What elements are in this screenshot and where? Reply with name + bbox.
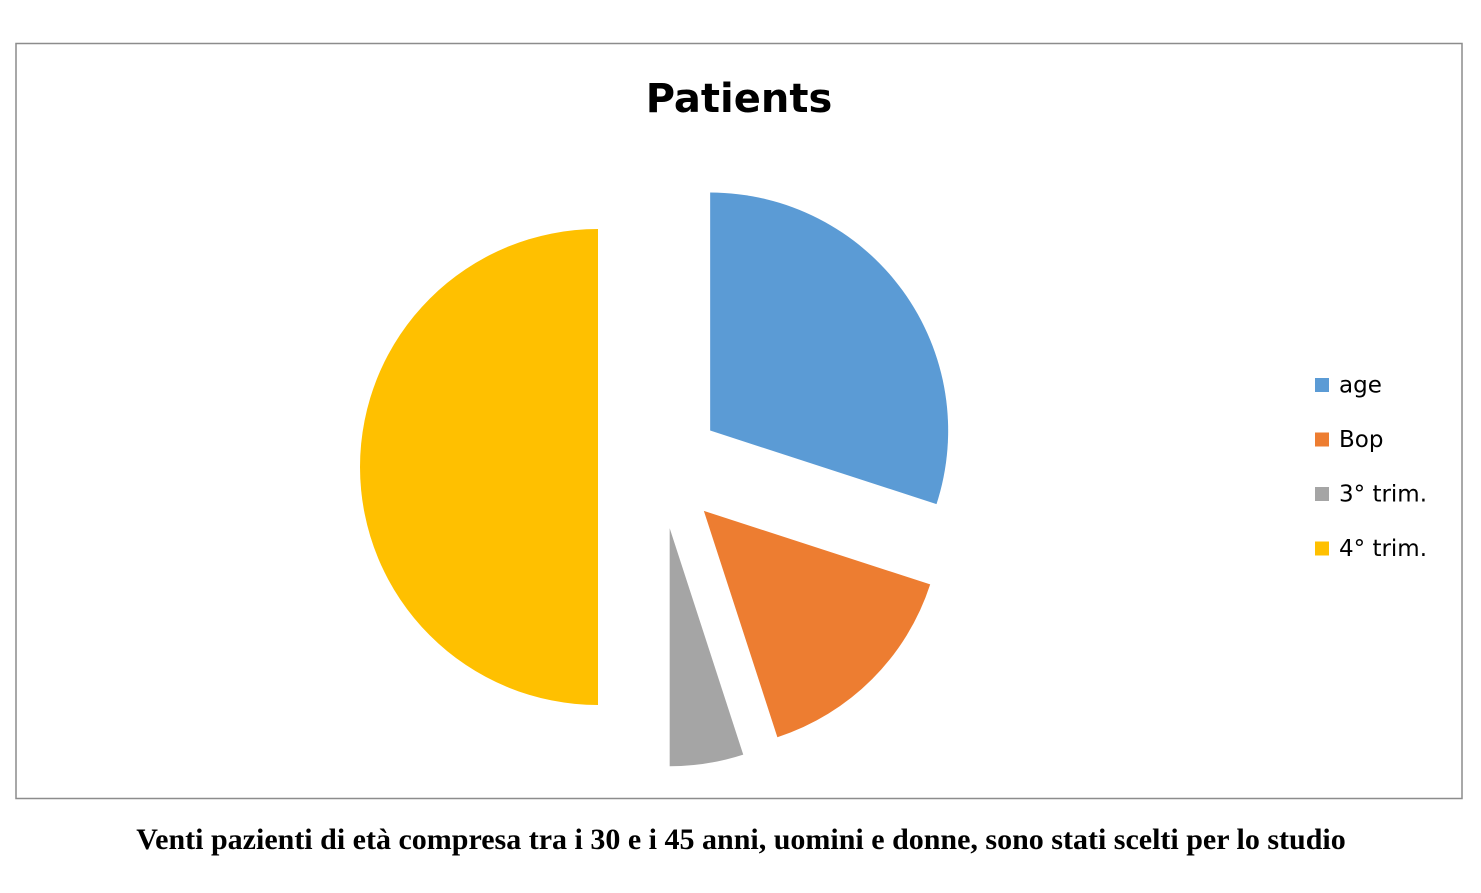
legend-swatch <box>1315 432 1329 447</box>
legend-swatch <box>1315 378 1329 392</box>
pie-slice <box>703 510 931 738</box>
legend-swatch <box>1315 487 1329 501</box>
pie-slice <box>710 192 949 505</box>
pie-slice <box>669 528 744 767</box>
pie-slice <box>360 229 598 705</box>
legend-label: Bop <box>1339 427 1383 453</box>
legend-swatch <box>1315 541 1329 556</box>
chart-title: Patients <box>646 76 833 122</box>
legend-label: 3° trim. <box>1339 482 1427 508</box>
legend-label: age <box>1339 373 1382 399</box>
legend-label: 4° trim. <box>1339 536 1427 562</box>
caption: Venti pazienti di età compresa tra i 30 … <box>136 823 1345 856</box>
